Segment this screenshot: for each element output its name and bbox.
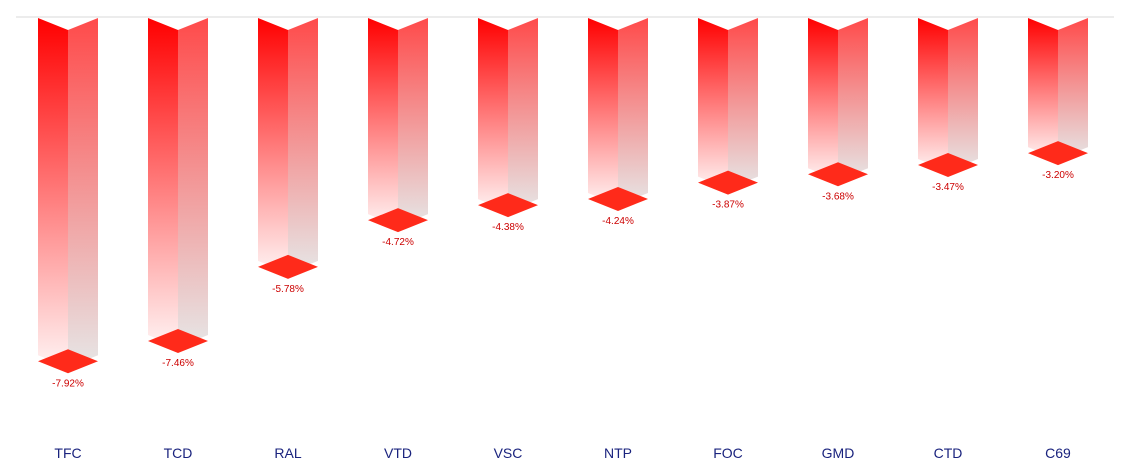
category-label-c69: C69 <box>1045 445 1071 461</box>
data-label-vtd: -4.72% <box>382 237 414 248</box>
bar-side-face <box>178 18 208 347</box>
category-label-ral: RAL <box>274 445 301 461</box>
category-label-tfc: TFC <box>54 445 81 461</box>
data-label-tfc: -7.92% <box>52 378 84 389</box>
bar-front-face <box>808 18 838 181</box>
category-label-gmd: GMD <box>822 445 855 461</box>
data-label-ctd: -3.47% <box>932 182 964 193</box>
data-label-vsc: -4.38% <box>492 222 524 233</box>
bar-front-face <box>38 18 68 368</box>
data-label-foc: -3.87% <box>712 200 744 211</box>
bar-end-cap <box>478 193 538 218</box>
bar-end-cap <box>588 186 648 211</box>
bar-foc <box>698 18 758 195</box>
bar-vsc <box>478 18 538 218</box>
data-label-ntp: -4.24% <box>602 216 634 227</box>
bar-side-face <box>68 18 98 368</box>
bar-front-face <box>368 18 398 227</box>
bar-side-face <box>948 18 978 172</box>
bar-ntp <box>588 18 648 211</box>
category-label-foc: FOC <box>713 445 743 461</box>
bar-side-face <box>398 18 428 227</box>
bar-gmd <box>808 18 868 187</box>
category-label-vtd: VTD <box>384 445 412 461</box>
category-label-ctd: CTD <box>934 445 963 461</box>
bar-tcd <box>148 18 208 353</box>
bar-side-face <box>288 18 318 273</box>
bar-side-face <box>838 18 868 181</box>
bar-end-cap <box>808 162 868 187</box>
bar-end-cap <box>38 349 98 374</box>
bar-end-cap <box>918 153 978 178</box>
bar-side-face <box>728 18 758 189</box>
bar-front-face <box>148 18 178 347</box>
category-label-tcd: TCD <box>164 445 193 461</box>
data-label-ral: -5.78% <box>272 284 304 295</box>
bar-tfc <box>38 18 98 374</box>
bar-end-cap <box>148 328 208 353</box>
bar-front-face <box>478 18 508 212</box>
bar-side-face <box>618 18 648 205</box>
bar-vtd <box>368 18 428 233</box>
data-label-tcd: -7.46% <box>162 358 194 369</box>
bar-end-cap <box>258 254 318 279</box>
bar-side-face <box>1058 18 1088 160</box>
bar-end-cap <box>698 170 758 195</box>
bar-side-face <box>508 18 538 212</box>
bar-c69 <box>1028 18 1088 166</box>
bar-front-face <box>918 18 948 172</box>
bar-front-face <box>258 18 288 273</box>
bar-front-face <box>698 18 728 189</box>
bar-end-cap <box>1028 141 1088 166</box>
bar-front-face <box>1028 18 1058 160</box>
data-label-c69: -3.20% <box>1042 170 1074 181</box>
bar-ral <box>258 18 318 279</box>
data-label-gmd: -3.68% <box>822 191 854 202</box>
bar-front-face <box>588 18 618 205</box>
category-label-ntp: NTP <box>604 445 632 461</box>
bar-end-cap <box>368 208 428 233</box>
category-label-vsc: VSC <box>494 445 523 461</box>
bar-ctd <box>918 18 978 178</box>
